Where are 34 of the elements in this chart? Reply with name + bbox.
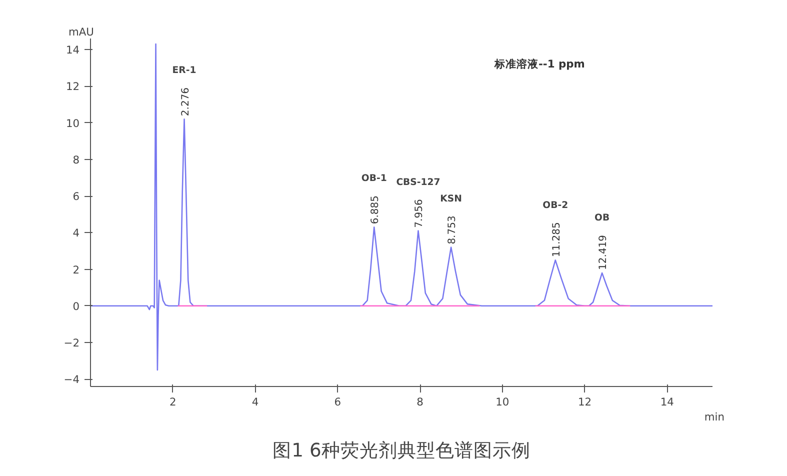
annotation: OB-1 [361,173,387,184]
annotation: OB-2 [542,200,568,211]
y-tick-label: 14 [66,43,80,56]
annotation: 6.885 [370,196,382,224]
x-tick-label: 14 [660,396,674,408]
y-tick-label: 4 [72,226,80,240]
y-tick-label: −4 [64,373,80,386]
x-tick-label: 12 [578,396,592,408]
x-tick-label: 4 [252,396,259,408]
y-tick-label: 6 [72,190,80,204]
annotation: 8.753 [447,216,458,244]
y-tick-label: 8 [72,153,80,166]
x-tick-label: 10 [496,396,510,408]
annotation: OB [594,212,610,224]
text: 图1 6种荧光剂典型色谱图示例 [272,440,530,462]
annotation: CBS-127 [396,176,440,188]
x-axis-title: min [704,410,725,424]
annotation: ER-1 [172,65,196,76]
annotation: 12.419 [598,234,610,270]
y-tick-label: 0 [72,300,80,313]
x-tick-label: 8 [416,396,424,408]
y-axis-title: mAU [68,26,94,38]
x-tick-label: 2 [169,396,176,408]
x-tick-label: 6 [334,396,342,408]
annotation: KSN [440,193,462,204]
y-tick-label: −2 [64,336,80,350]
y-tick-label: 2 [72,263,80,276]
annotation: 2.276 [180,87,192,116]
annotation: 7.956 [414,199,426,228]
annotation: 标准溶液--1 ppm [493,58,585,70]
line-series [90,43,712,371]
y-tick-label: 12 [66,80,80,94]
y-tick-label: 10 [66,116,80,130]
annotation: 11.285 [551,222,562,258]
